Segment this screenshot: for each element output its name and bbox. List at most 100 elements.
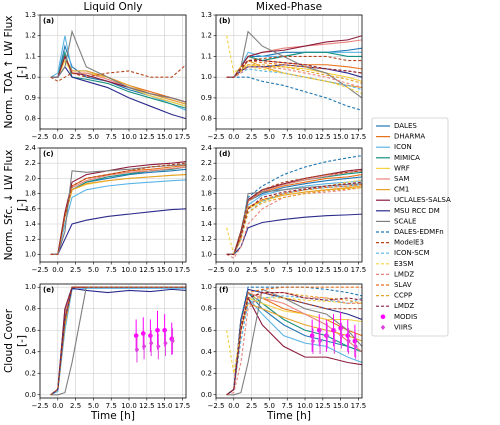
x-tick-label: 7.5	[282, 402, 293, 410]
x-tick-label: 10.0	[297, 266, 313, 274]
panel-label: (d)	[219, 150, 230, 158]
plot-frame	[215, 283, 363, 399]
obs-marker	[310, 338, 316, 344]
legend-label: SAM	[394, 175, 409, 183]
y-tick-label: 0.2	[201, 369, 212, 377]
column-title: Liquid Only	[83, 1, 142, 13]
series-line	[226, 35, 362, 95]
obs-marker	[317, 338, 323, 344]
x-tick-label: 17.5	[175, 133, 191, 141]
legend-label: E3SM	[394, 260, 413, 268]
obs-marker	[163, 340, 168, 346]
x-tick-label: 5.0	[264, 402, 275, 410]
series-line	[226, 168, 362, 255]
legend-label: ICON-SCM	[394, 249, 430, 257]
x-tick-label: 17.5	[351, 266, 367, 274]
x-tick-label: −2.5	[208, 133, 225, 141]
y-tick-label: 1.4	[25, 220, 37, 228]
y-tick-label: 1.6	[201, 205, 213, 213]
y-tick-label: 0.9	[25, 94, 36, 102]
plot-frame	[39, 14, 187, 130]
legend-label: LMDZ	[394, 302, 414, 310]
y-tick-label: 0.6	[201, 326, 213, 334]
series-line	[226, 286, 362, 396]
x-axis-label: Time [h]	[266, 410, 311, 422]
y-axis-unit: [-]	[16, 199, 28, 211]
plot-frame	[215, 14, 363, 130]
x-tick-label: 12.5	[315, 133, 331, 141]
series-line	[226, 286, 362, 396]
x-tick-label: 10.0	[121, 266, 137, 274]
series-line	[226, 30, 362, 99]
x-tick-label: 0.0	[52, 266, 63, 274]
x-tick-label: 15.0	[333, 133, 349, 141]
x-tick-label: 0.0	[228, 133, 239, 141]
y-tick-label: 1.4	[201, 220, 213, 228]
panel-label: (e)	[43, 286, 54, 294]
x-tick-label: 17.5	[175, 402, 191, 410]
y-tick-label: 0.2	[25, 369, 36, 377]
series-line	[226, 66, 362, 89]
y-axis-unit: [-]	[16, 66, 28, 78]
x-axis-label: Time [h]	[90, 410, 135, 422]
panel-label: (f)	[219, 286, 228, 294]
series-line	[226, 186, 362, 255]
x-tick-label: −2.5	[32, 266, 49, 274]
x-tick-label: 10.0	[121, 133, 137, 141]
y-tick-label: 0.4	[25, 348, 37, 356]
series-line	[226, 295, 362, 396]
column-title: Mixed-Phase	[256, 1, 322, 13]
y-axis-label: Cloud Cover	[3, 308, 15, 373]
legend-label: WRF	[394, 164, 410, 172]
x-tick-label: 17.5	[351, 133, 367, 141]
plot-area	[50, 161, 186, 255]
y-tick-label: 1.2	[201, 32, 212, 40]
x-tick-label: 15.0	[333, 266, 349, 274]
y-tick-label: 0.8	[25, 115, 36, 123]
legend-label: ModelE3	[394, 239, 424, 247]
legend-label: CCPP	[394, 292, 412, 300]
x-tick-label: 0.0	[52, 402, 63, 410]
x-tick-label: 5.0	[264, 133, 275, 141]
x-tick-label: 2.5	[246, 133, 257, 141]
y-tick-label: 1.2	[201, 235, 212, 243]
series-line	[50, 161, 186, 255]
y-tick-label: 1.2	[25, 32, 36, 40]
legend-label: DALES-EDMFn	[394, 228, 444, 236]
x-tick-label: 0.0	[228, 402, 239, 410]
legend-label: SCALE	[394, 217, 416, 225]
series-line	[226, 302, 362, 396]
legend-label: DALES	[394, 122, 417, 130]
y-tick-label: 1.0	[25, 250, 36, 258]
series-line	[226, 213, 362, 255]
y-tick-label: 2.0	[25, 174, 36, 182]
obs-marker	[324, 333, 330, 339]
series-line	[50, 286, 186, 396]
x-tick-label: 5.0	[88, 266, 99, 274]
series-line	[50, 162, 186, 255]
y-tick-label: 0.8	[201, 305, 212, 313]
legend-label: UCLALES-SALSA	[394, 196, 451, 204]
series-line	[50, 287, 186, 396]
y-tick-label: 2.0	[201, 174, 212, 182]
plot-frame	[39, 147, 187, 263]
x-tick-label: 7.5	[282, 133, 293, 141]
y-tick-label: 1.3	[25, 11, 36, 19]
x-tick-label: 2.5	[70, 266, 81, 274]
panel-label: (a)	[43, 17, 54, 25]
x-tick-label: 10.0	[297, 402, 313, 410]
y-tick-label: 1.2	[25, 235, 36, 243]
x-tick-label: 15.0	[333, 402, 349, 410]
x-tick-label: 12.5	[139, 266, 155, 274]
y-tick-label: 1.0	[201, 250, 212, 258]
y-tick-label: 2.2	[201, 159, 212, 167]
obs-marker	[133, 333, 139, 338]
y-tick-label: 2.4	[201, 144, 213, 152]
series-line	[226, 64, 362, 84]
series-line	[50, 208, 186, 255]
x-tick-label: −2.5	[32, 402, 49, 410]
panel-label: (c)	[43, 150, 54, 158]
plot-area	[226, 30, 362, 111]
x-tick-label: −2.5	[32, 133, 49, 141]
